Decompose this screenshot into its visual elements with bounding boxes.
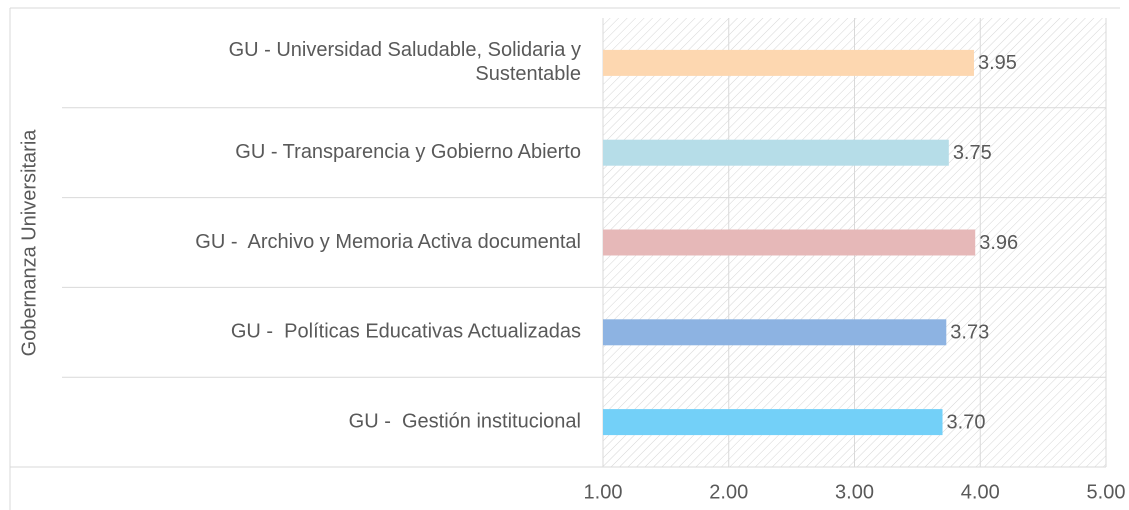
category-label: GU - Transparencia y Gobierno Abierto <box>235 141 581 163</box>
x-tick-label: 1.00 <box>584 481 623 503</box>
bar <box>603 319 947 346</box>
value-label: 3.75 <box>953 142 992 164</box>
value-label: 3.70 <box>947 411 986 433</box>
x-tick-label: 2.00 <box>709 481 748 503</box>
x-tick-label: 3.00 <box>835 481 874 503</box>
bar <box>603 49 974 76</box>
value-label: 3.95 <box>978 52 1017 74</box>
value-label: 3.96 <box>979 232 1018 254</box>
category-label: GU - Gestión institucional <box>349 410 581 432</box>
bar <box>603 409 943 436</box>
bar <box>603 139 949 166</box>
x-tick-label: 4.00 <box>961 481 1000 503</box>
x-tick-label: 5.00 <box>1087 481 1126 503</box>
y-axis-label: Gobernanza Universitaria <box>18 129 40 357</box>
category-label: GU - Políticas Educativas Actualizadas <box>231 321 581 343</box>
bar <box>603 229 976 256</box>
value-label: 3.73 <box>950 322 989 344</box>
category-label: GU - Archivo y Memoria Activa documental <box>195 231 581 253</box>
